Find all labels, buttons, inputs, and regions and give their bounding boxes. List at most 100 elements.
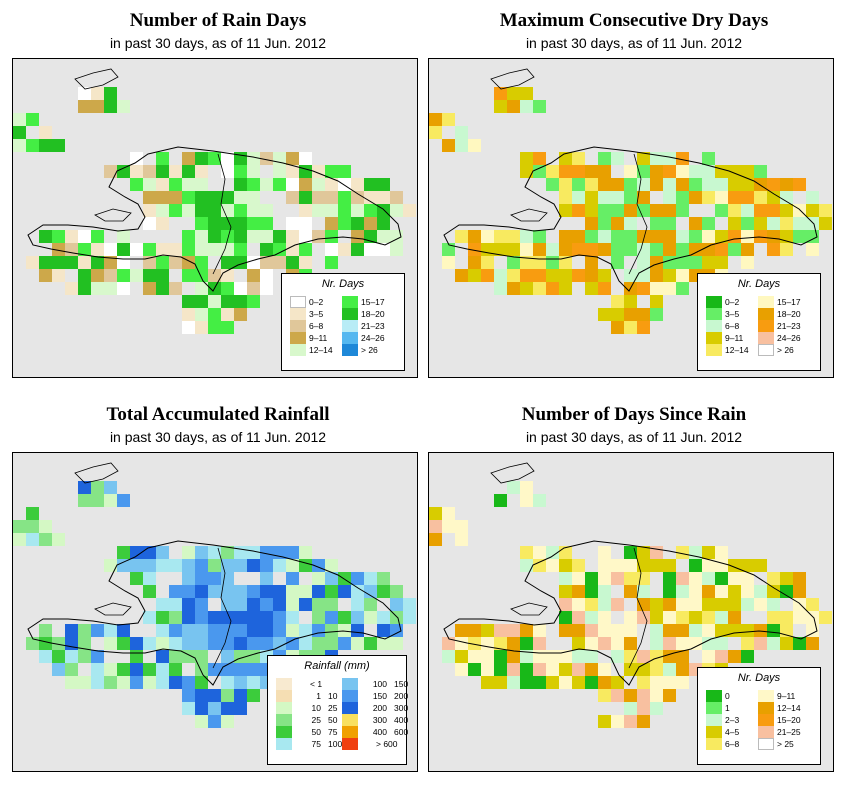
grid-cell [247, 663, 260, 676]
grid-cell [767, 598, 780, 611]
grid-cell [221, 308, 234, 321]
grid-cell [624, 191, 637, 204]
grid-cell [806, 204, 819, 217]
grid-cell [637, 321, 650, 334]
grid-cell [546, 165, 559, 178]
legend-label: 300 [372, 715, 387, 725]
grid-cell [364, 572, 377, 585]
grid-cell [182, 559, 195, 572]
grid-cell [715, 637, 728, 650]
grid-cell [143, 559, 156, 572]
grid-cell [52, 269, 65, 282]
grid-cell [234, 689, 247, 702]
grid-cell [650, 559, 663, 572]
grid-cell [507, 663, 520, 676]
grid-cell [52, 230, 65, 243]
grid-cell [78, 637, 91, 650]
grid-cell [728, 230, 741, 243]
grid-cell [52, 650, 65, 663]
grid-cell [572, 269, 585, 282]
grid-cell [728, 611, 741, 624]
grid-cell [741, 191, 754, 204]
grid-cell [455, 126, 468, 139]
grid-cell [156, 191, 169, 204]
grid-cell [182, 676, 195, 689]
grid-cell [156, 165, 169, 178]
grid-cell [624, 559, 637, 572]
legend-swatch [706, 332, 722, 344]
grid-cell [650, 295, 663, 308]
grid-cell [208, 243, 221, 256]
panel-since-rain: Number of Days Since Rain in past 30 day… [428, 394, 840, 778]
legend-label: 18–20 [361, 309, 385, 319]
panel-subtitle: in past 30 days, as of 11 Jun. 2012 [525, 429, 743, 445]
grid-cell [702, 650, 715, 663]
grid-cell [221, 230, 234, 243]
grid-cell [195, 308, 208, 321]
grid-cell [234, 165, 247, 178]
grid-cell [650, 282, 663, 295]
grid-cell [143, 282, 156, 295]
grid-cell [741, 256, 754, 269]
grid-cell [494, 637, 507, 650]
grid-cell [221, 191, 234, 204]
grid-cell [325, 611, 338, 624]
grid-cell [728, 217, 741, 230]
grid-cell [624, 611, 637, 624]
grid-cell [533, 676, 546, 689]
grid-cell [754, 204, 767, 217]
grid-cell [676, 650, 689, 663]
grid-cell [676, 165, 689, 178]
grid-cell [650, 702, 663, 715]
grid-cell [481, 663, 494, 676]
grid-cell [39, 624, 52, 637]
grid-cell [533, 165, 546, 178]
grid-cell [247, 230, 260, 243]
grid-cell [624, 702, 637, 715]
grid-cell [702, 178, 715, 191]
grid-cell [741, 637, 754, 650]
grid-cell [780, 572, 793, 585]
grid-cell [572, 650, 585, 663]
grid-cell [598, 598, 611, 611]
grid-cell [533, 282, 546, 295]
grid-cell [169, 663, 182, 676]
grid-cell [247, 269, 260, 282]
grid-cell [520, 243, 533, 256]
grid-cell [585, 572, 598, 585]
grid-cell [429, 533, 442, 546]
rainfall-map [13, 462, 416, 728]
grid-cell [156, 204, 169, 217]
grid-cell [663, 650, 676, 663]
grid-cell [221, 650, 234, 663]
grid-cell [156, 269, 169, 282]
grid-cell [117, 230, 130, 243]
grid-cell [702, 572, 715, 585]
grid-cell [507, 256, 520, 269]
grid-cell [91, 269, 104, 282]
grid-cell [377, 585, 390, 598]
grid-cell [637, 282, 650, 295]
grid-cell [585, 178, 598, 191]
grid-cell [260, 152, 273, 165]
grid-cell [637, 230, 650, 243]
grid-cell [117, 663, 130, 676]
grid-cell [689, 256, 702, 269]
grid-cell [403, 611, 416, 624]
grid-cell [468, 269, 481, 282]
grid-cell [533, 100, 546, 113]
grid-cell [234, 230, 247, 243]
grid-cell [91, 256, 104, 269]
grid-cell [182, 204, 195, 217]
grid-cell [637, 598, 650, 611]
grid-cell [780, 637, 793, 650]
grid-cell [208, 663, 221, 676]
grid-cell [676, 152, 689, 165]
grid-cell [585, 204, 598, 217]
grid-cell [520, 230, 533, 243]
grid-cell [455, 139, 468, 152]
grid-cell [676, 178, 689, 191]
grid-cell [637, 650, 650, 663]
grid-cell [559, 624, 572, 637]
grid-cell [234, 663, 247, 676]
